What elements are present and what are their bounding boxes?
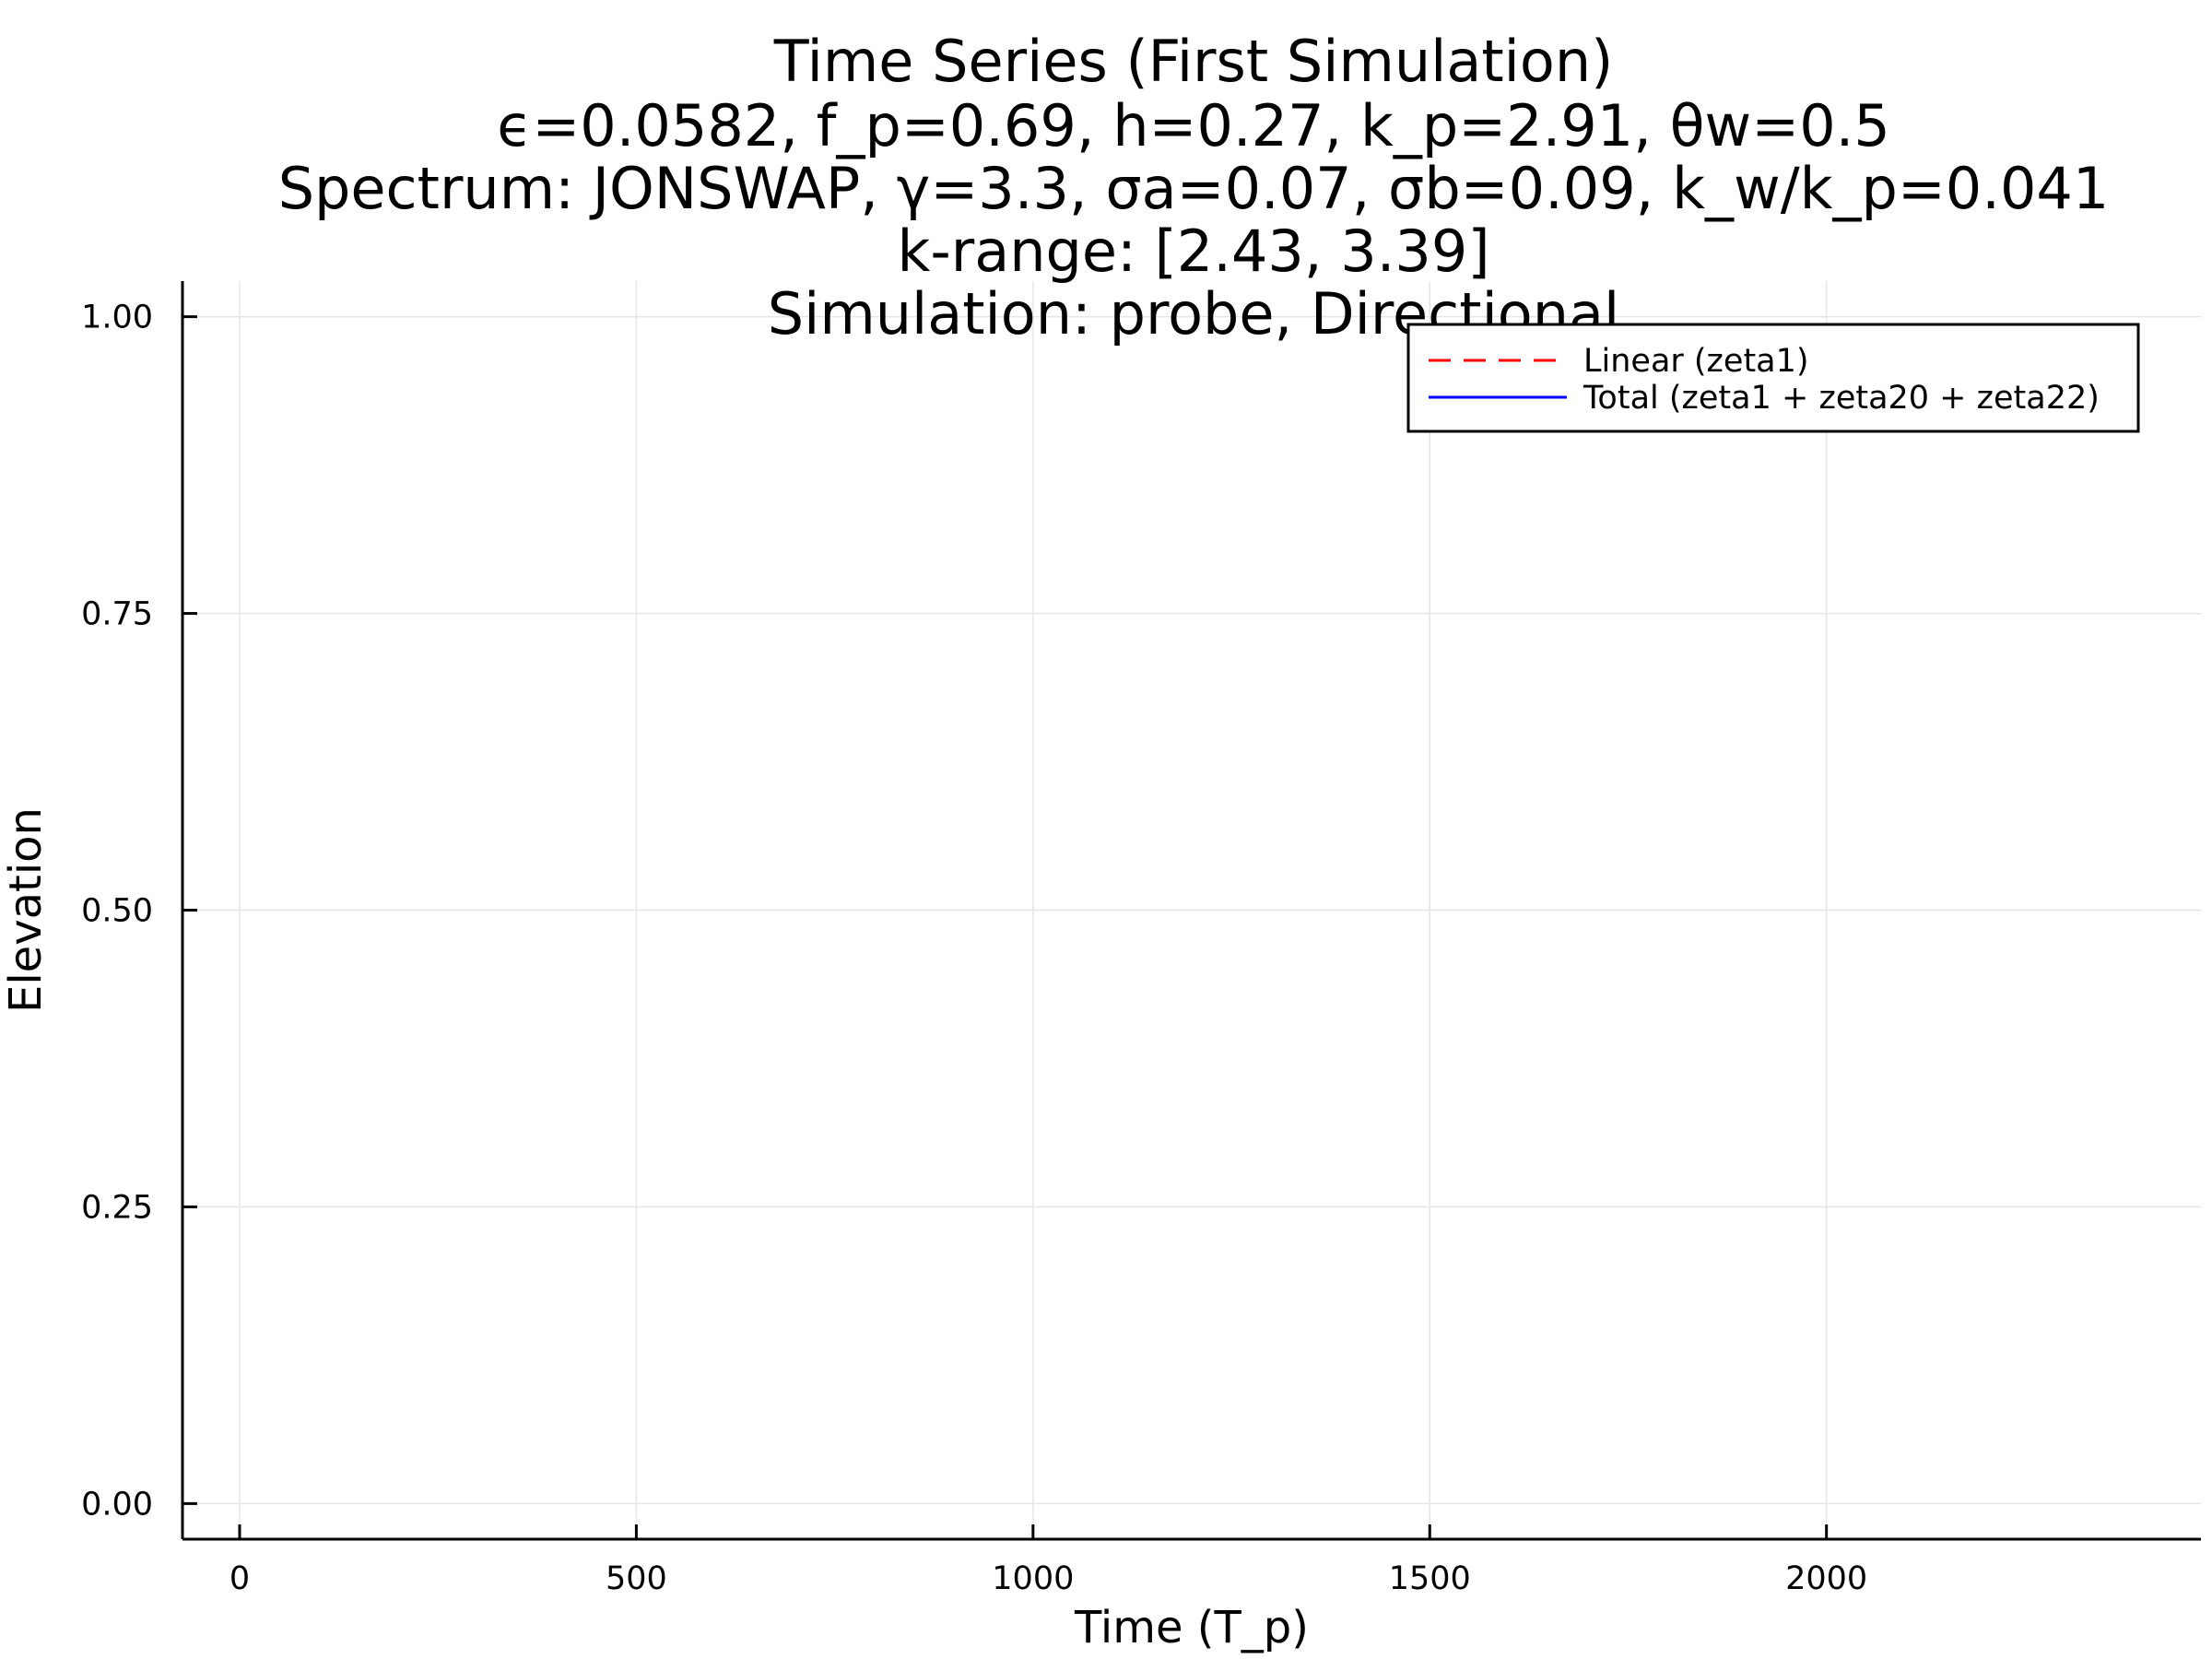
x-axis-label: Time (T_p) [1074,1602,1309,1653]
x-tick-label: 2000 [1785,1560,1867,1597]
y-tick-label: 0.00 [81,1486,153,1523]
chart-title: Time Series (First Simulation)ϵ=0.0582, … [278,28,2110,347]
legend-box [1406,323,2140,433]
y-axis-label: Elevation [0,807,52,1013]
legend-label-1: Linear (zeta1) [1583,343,1809,380]
axes [181,281,2201,1541]
tick-labels: 0 500 1000 1500 2000 0.00 0.25 0.50 0.75 1.00 [81,300,1867,1597]
x-tick-label: 1500 [1389,1560,1471,1597]
x-tick-label: 0 [229,1560,250,1597]
legend: Linear (zeta1)Total (zeta1 + zeta20 + ze… [1406,323,2140,433]
title-line-2: ϵ=0.0582, f_p=0.69, h=0.27, k_p=2.91, θw… [497,92,1890,159]
title-line-4: k-range: [2.43, 3.39] [897,218,1489,285]
x-tick-label: 500 [606,1560,667,1597]
grid [182,281,2201,1539]
y-tick-label: 1.00 [81,300,153,336]
legend-label-2: Total (zeta1 + zeta20 + zeta22) [1583,380,2100,417]
y-tick-label: 0.25 [81,1189,153,1226]
title-line-3: Spectrum: JONSWAP, γ=3.3, σa=0.07, σb=0.… [278,155,2110,222]
title-line-1: Time Series (First Simulation) [773,28,1614,95]
x-tick-label: 1000 [992,1560,1074,1597]
y-tick-label: 0.75 [81,596,153,633]
y-tick-label: 0.50 [81,893,153,930]
